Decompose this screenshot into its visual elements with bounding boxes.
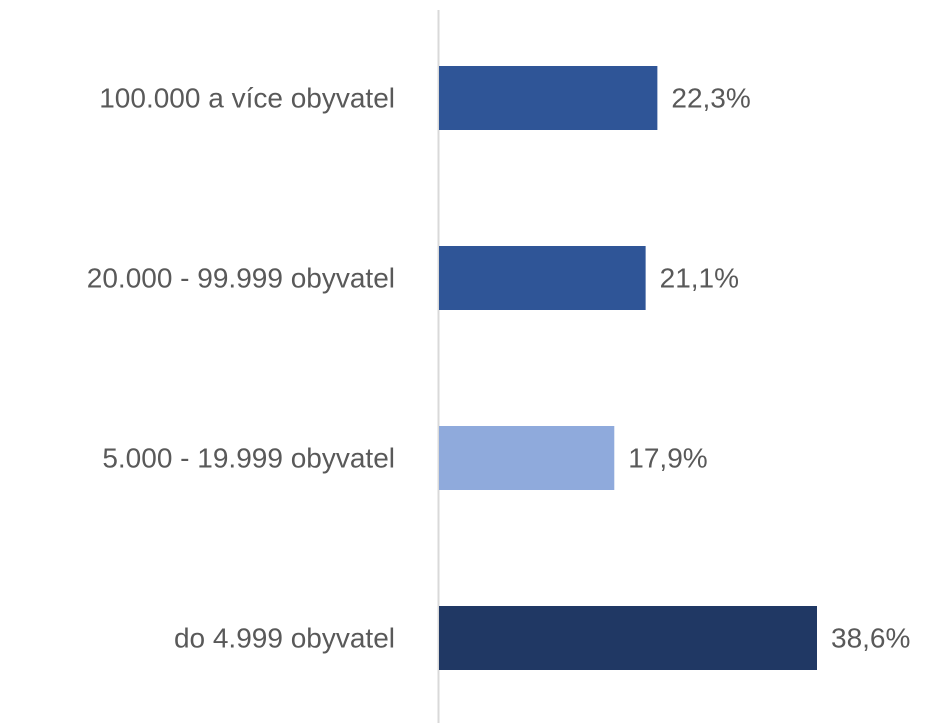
category-label: do 4.999 obyvatel	[174, 622, 395, 653]
category-label: 100.000 a více obyvatel	[99, 82, 395, 113]
bar	[439, 426, 615, 490]
value-label: 21,1%	[660, 262, 739, 293]
value-label: 22,3%	[671, 82, 750, 113]
bar	[439, 606, 817, 670]
value-label: 17,9%	[628, 442, 707, 473]
value-label: 38,6%	[831, 622, 910, 653]
bar	[439, 246, 646, 310]
bar	[439, 66, 658, 130]
category-label: 20.000 - 99.999 obyvatel	[87, 262, 395, 293]
category-label: 5.000 - 19.999 obyvatel	[102, 442, 395, 473]
